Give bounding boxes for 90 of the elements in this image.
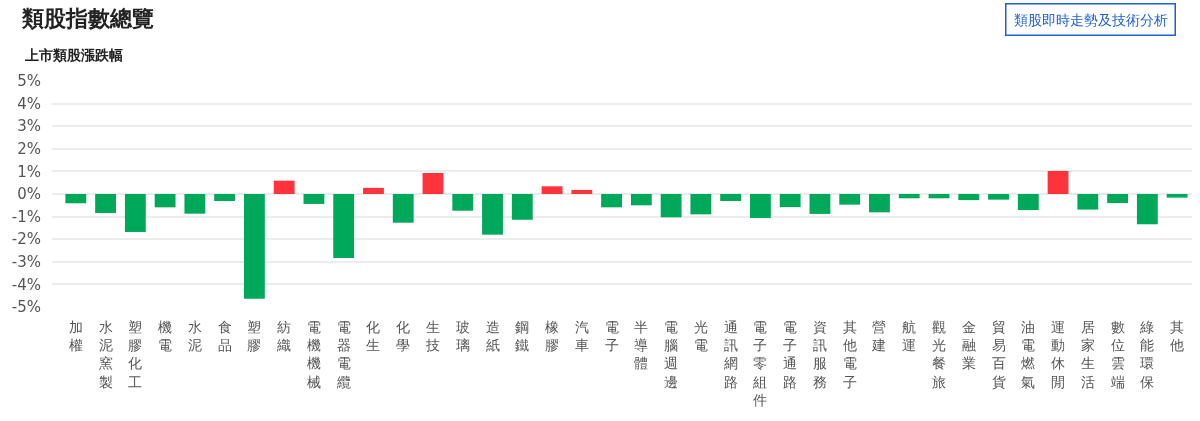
bar [541, 186, 563, 194]
text: 類股即時走勢及技術分析 [1013, 11, 1168, 28]
chart-subtitle: 上市類股漲跌幅 [24, 47, 123, 63]
x-tick-label: 化學 [396, 319, 411, 354]
x-tick-label: 生技 [424, 319, 440, 354]
x-tick-label: 食品 [217, 319, 232, 354]
x-tick-label: 電子通路 [783, 319, 798, 390]
x-tick-label: 通訊網路 [722, 319, 738, 390]
y-tick-label: -3% [11, 253, 41, 272]
bar [1017, 194, 1039, 211]
x-tick-label: 半導體 [634, 319, 649, 372]
bar [273, 180, 295, 194]
x-tick-label: 資訊服務 [812, 319, 827, 390]
bar [333, 194, 355, 258]
y-tick-label: 2% [17, 140, 41, 159]
bar [869, 194, 890, 213]
bar [779, 194, 801, 208]
bar [363, 187, 384, 194]
x-tick-label: 紡織 [276, 319, 292, 354]
bar [720, 194, 742, 202]
x-tick-label: 綠能環保 [1139, 319, 1155, 390]
x-tick-label: 數位雲端 [1110, 319, 1125, 390]
x-tick-label: 塑膠化工 [128, 319, 143, 390]
bar [749, 194, 771, 218]
x-tick-label: 鋼鐵 [515, 319, 530, 354]
bar [601, 194, 622, 208]
bar [690, 194, 712, 215]
bar [630, 194, 652, 206]
x-tick-label: 其他電子 [842, 319, 857, 390]
x-tick-label: 觀光餐旅 [932, 319, 946, 390]
bar [422, 172, 444, 194]
x-tick-label: 航運 [902, 319, 917, 354]
bar [214, 194, 236, 202]
bar [65, 194, 87, 204]
bar [571, 189, 593, 194]
y-tick-label: 1% [17, 162, 41, 181]
bar [928, 194, 950, 199]
y-tick-label: -2% [11, 230, 41, 249]
x-tick-label: 水泥窯製 [98, 319, 113, 390]
x-tick-label: 造紙 [485, 319, 500, 354]
bar [511, 194, 533, 220]
bar [958, 194, 980, 201]
x-tick-label: 電器電纜 [335, 319, 351, 390]
bar [1166, 194, 1188, 198]
x-tick-label: 電機機械 [306, 319, 321, 390]
x-tick-label: 電子 [604, 319, 619, 354]
bar [452, 194, 474, 211]
bar [988, 194, 1009, 200]
bar [303, 194, 325, 204]
x-tick-label: 金融業 [961, 319, 976, 372]
x-tick-label: 油電燃氣 [1021, 319, 1036, 390]
bar [243, 194, 265, 299]
y-tick-label: -5% [11, 298, 41, 317]
x-tick-label: 其他 [1170, 319, 1185, 354]
x-tick-label: 機電 [158, 319, 173, 354]
bar [1107, 194, 1129, 204]
bar [482, 194, 503, 235]
bar [184, 194, 206, 214]
x-tick-label: 橡膠 [545, 319, 560, 354]
bar [1136, 194, 1158, 225]
y-tick-label: -4% [11, 275, 41, 294]
x-tick-label: 光電 [693, 319, 708, 354]
x-tick-label: 汽車 [574, 319, 589, 354]
bar [1047, 170, 1069, 194]
bar [898, 194, 920, 199]
y-tick-label: 5% [17, 72, 41, 91]
x-tick-label: 塑膠 [247, 319, 262, 354]
chart-title: 類股指數總覽 [21, 5, 154, 31]
x-tick-label: 水泥 [187, 319, 202, 354]
bar [809, 194, 831, 214]
x-tick-label: 化生 [366, 319, 381, 354]
bar [839, 194, 861, 205]
x-tick-label: 玻璃 [455, 319, 470, 354]
x-tick-label: 加權 [68, 319, 83, 354]
bar [154, 194, 176, 208]
bar [124, 194, 146, 232]
x-tick-label: 貿易百貨 [991, 319, 1006, 390]
bar [1077, 194, 1099, 210]
x-tick-label: 居家生活 [1080, 319, 1095, 390]
y-tick-label: 0% [17, 185, 41, 204]
y-tick-label: 4% [17, 94, 41, 113]
y-tick-label: -1% [11, 207, 41, 226]
x-tick-label: 電子零組件 [752, 319, 768, 408]
bar [95, 194, 116, 213]
bar [392, 194, 414, 223]
bar [660, 194, 682, 218]
x-tick-label: 電腦週邊 [664, 319, 679, 390]
x-tick-label: 營建 [871, 319, 887, 354]
x-tick-label: 運動休閒 [1051, 319, 1066, 390]
y-tick-label: 3% [17, 117, 41, 136]
